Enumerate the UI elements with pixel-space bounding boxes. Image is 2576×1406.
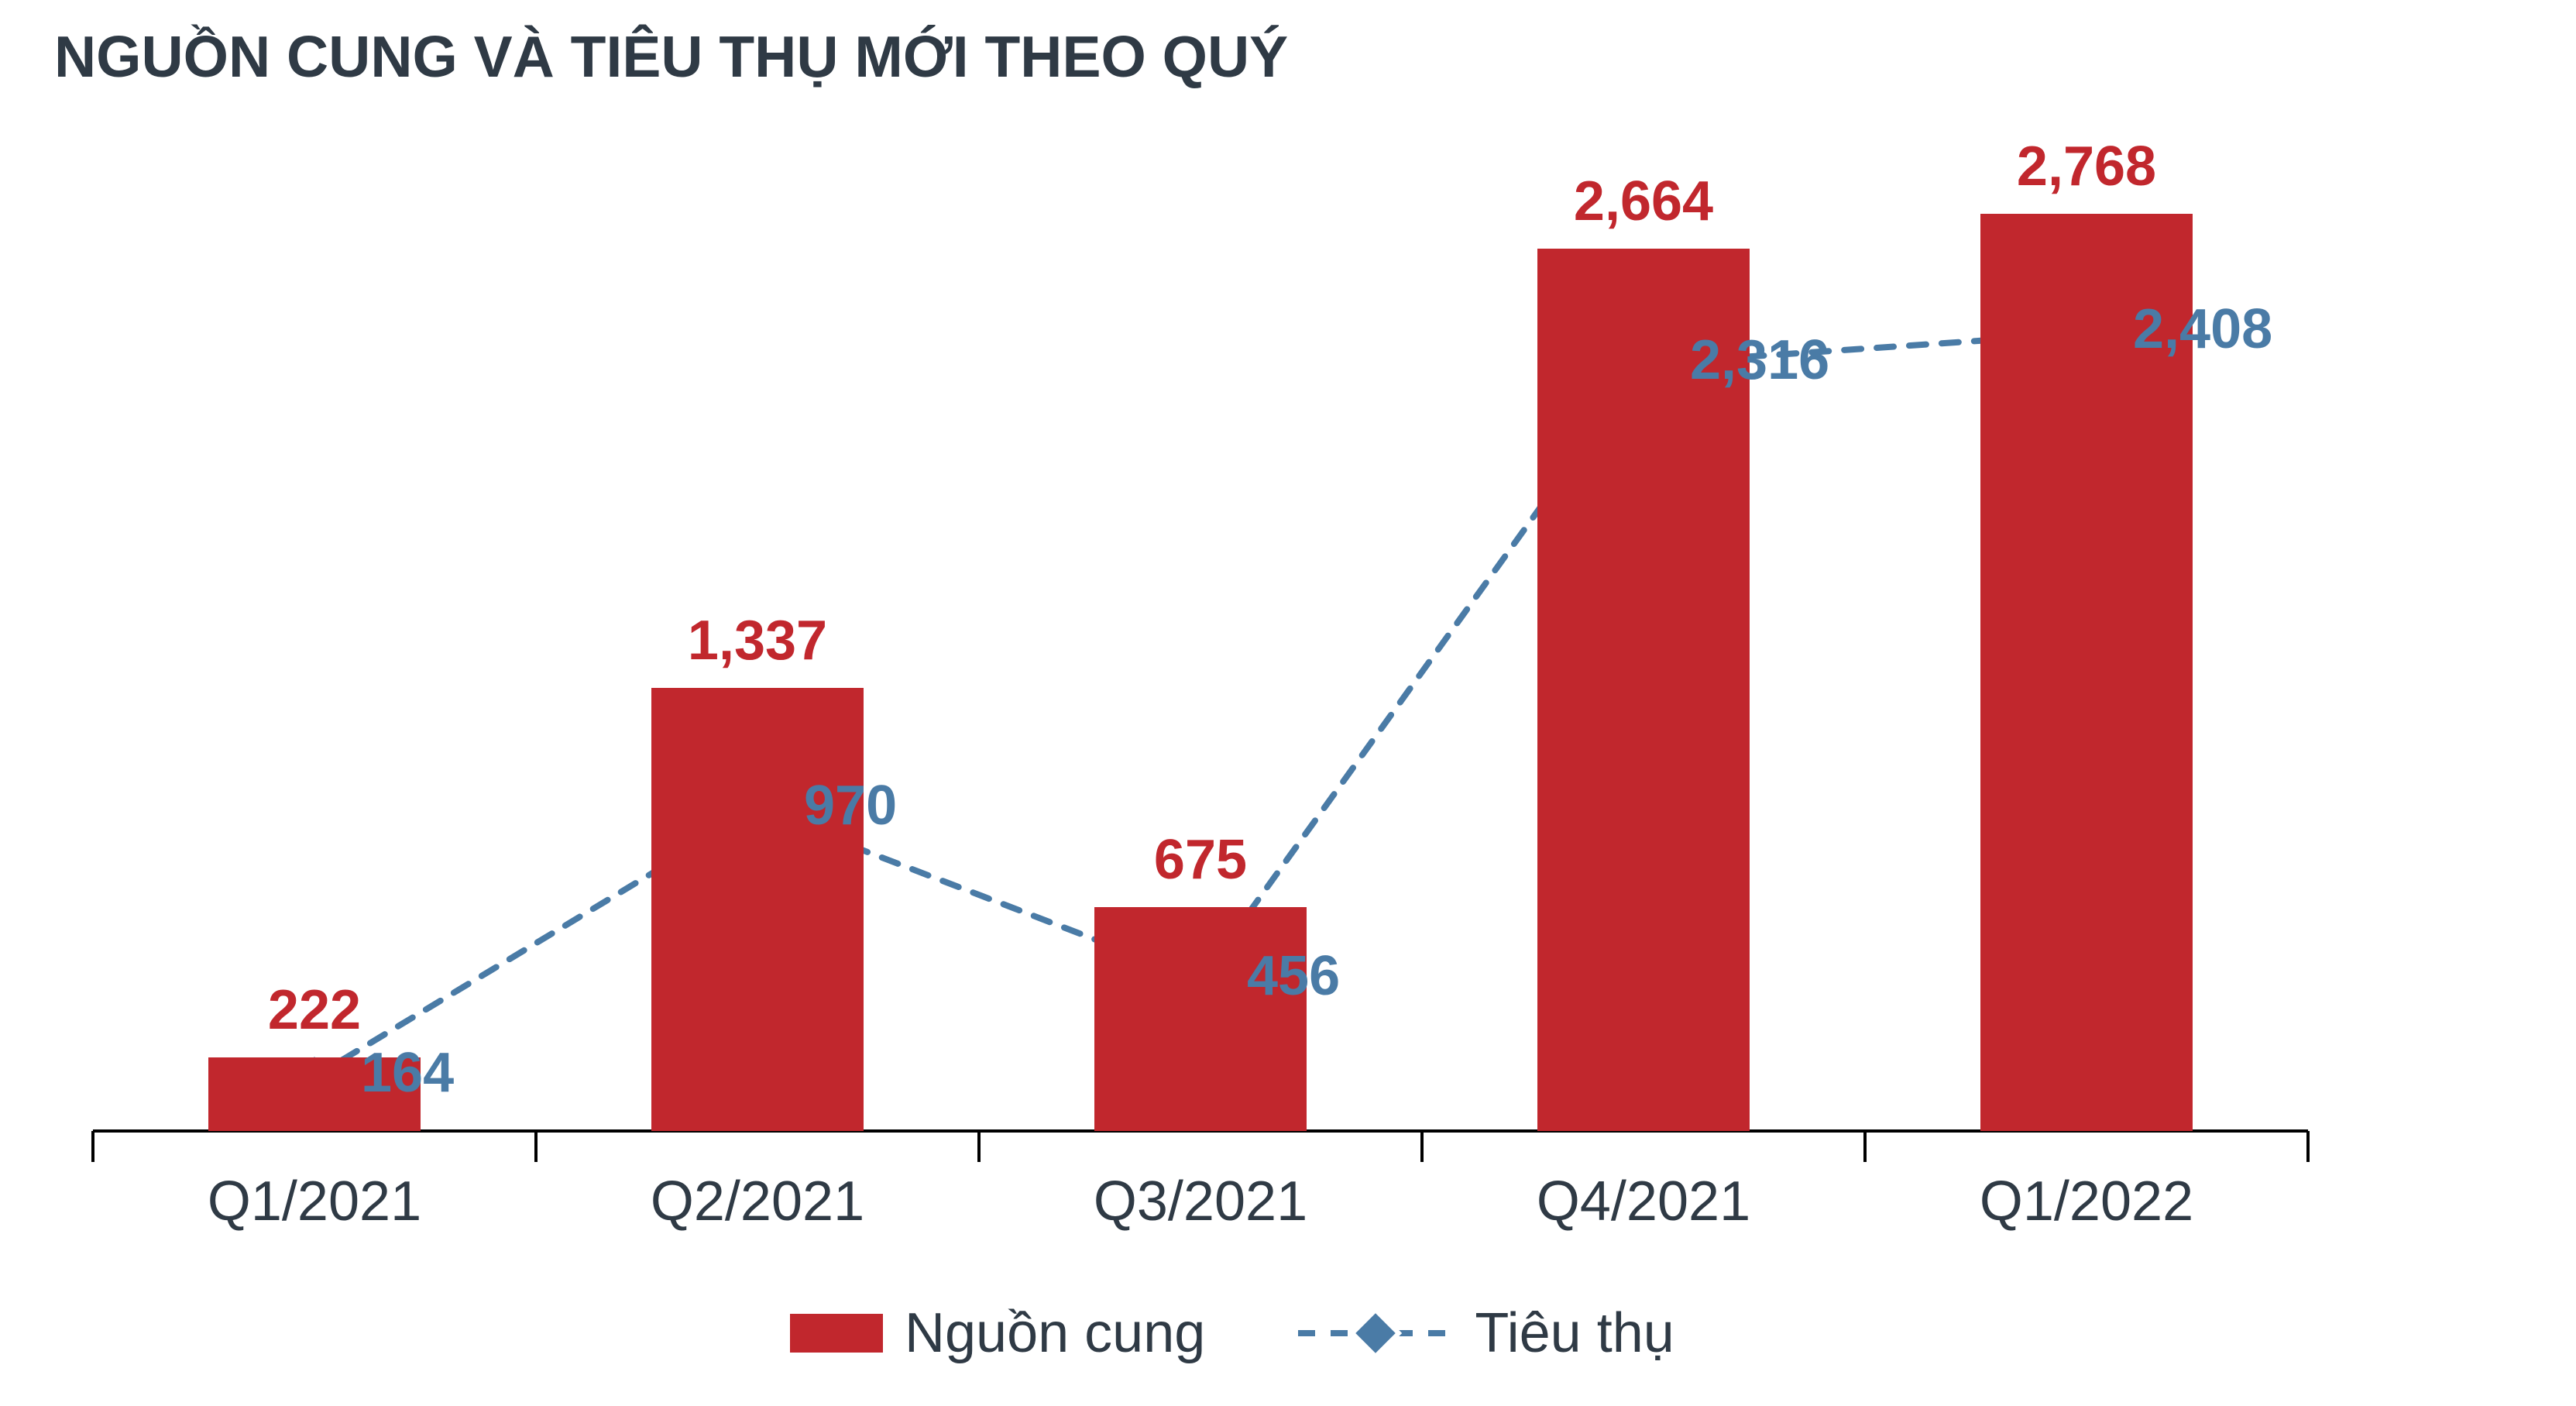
bar <box>651 688 864 1131</box>
plot-area: 222Q1/20211,337Q2/2021675Q3/20212,664Q4/… <box>93 170 2308 1131</box>
legend-bar-label: Nguồn cung <box>905 1301 1205 1365</box>
bar-value-label: 1,337 <box>688 609 827 672</box>
x-tick-mark <box>1863 1131 1867 1162</box>
x-tick-label: Q2/2021 <box>651 1170 864 1233</box>
x-tick-label: Q1/2022 <box>1980 1170 2193 1233</box>
x-tick-mark <box>534 1131 538 1162</box>
legend-item-bars: Nguồn cung <box>790 1301 1205 1365</box>
chart-title: NGUỒN CUNG VÀ TIÊU THỤ MỚI THEO QUÝ <box>54 23 1288 90</box>
legend-line-label: Tiêu thụ <box>1475 1301 1674 1365</box>
x-tick-mark <box>2306 1131 2310 1162</box>
x-tick-label: Q3/2021 <box>1094 1170 1307 1233</box>
x-tick-mark <box>977 1131 981 1162</box>
bar-value-label: 2,768 <box>2017 135 2156 198</box>
x-tick-label: Q4/2021 <box>1537 1170 1750 1233</box>
x-tick-mark <box>1420 1131 1424 1162</box>
line-value-label: 2,316 <box>1690 328 1829 392</box>
legend-line-sample <box>1298 1310 1453 1356</box>
bar-value-label: 222 <box>268 978 361 1042</box>
chart-container: NGUỒN CUNG VÀ TIÊU THỤ MỚI THEO QUÝ 222Q… <box>0 0 2576 1406</box>
bar-value-label: 2,664 <box>1574 170 1713 233</box>
x-tick-label: Q1/2021 <box>208 1170 421 1233</box>
legend-item-line: Tiêu thụ <box>1298 1301 1674 1365</box>
bar-value-label: 675 <box>1154 828 1247 892</box>
line-value-label: 456 <box>1247 944 1340 1008</box>
line-value-label: 2,408 <box>2133 297 2272 361</box>
bar <box>1094 907 1307 1131</box>
line-value-label: 970 <box>804 774 897 837</box>
legend-swatch-bar <box>790 1314 883 1353</box>
x-tick-mark <box>91 1131 94 1162</box>
legend: Nguồn cung Tiêu thụ <box>790 1301 1674 1365</box>
line-value-label: 164 <box>361 1041 454 1105</box>
